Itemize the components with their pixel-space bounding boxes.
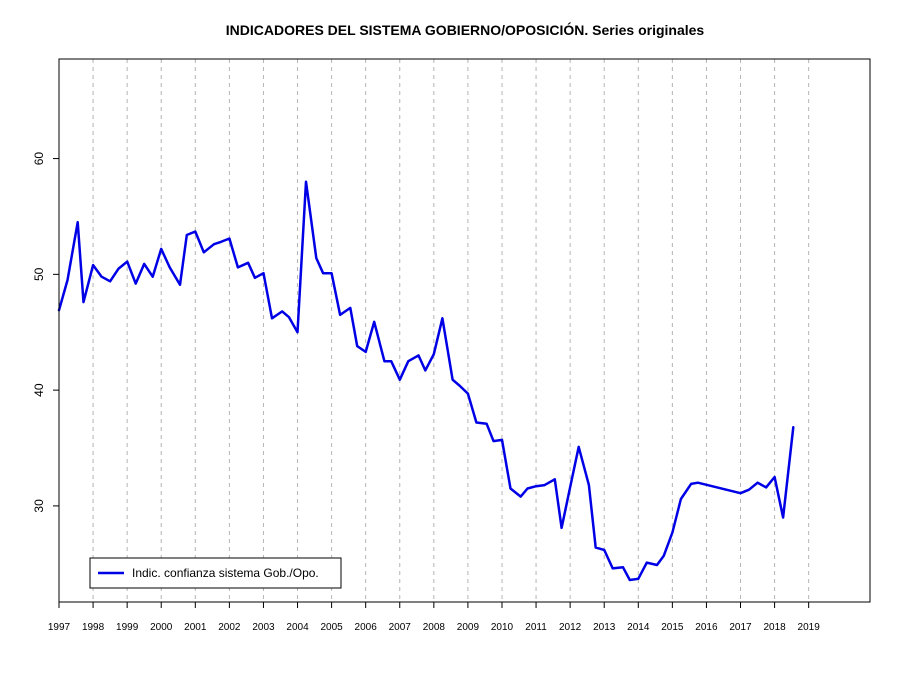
x-tick-label-2019: 2019 [798, 622, 821, 633]
x-tick-label-1998: 1998 [82, 622, 105, 633]
x-tick-label-2016: 2016 [695, 622, 718, 633]
y-tick-label-50: 50 [32, 267, 46, 281]
x-tick-label-2006: 2006 [355, 622, 378, 633]
legend-box [89, 557, 342, 589]
series-line-0 [57, 180, 795, 582]
x-tick-label-2003: 2003 [252, 622, 275, 633]
legend: Indic. confianza sistema Gob./Opo. [89, 557, 342, 589]
x-tick-label-2001: 2001 [184, 622, 207, 633]
chart-title: INDICADORES DEL SISTEMA GOBIERNO/OPOSICI… [226, 21, 705, 38]
x-tick-label-2005: 2005 [320, 622, 343, 633]
series-lines [57, 180, 795, 582]
x-tick-label-2015: 2015 [661, 622, 684, 633]
x-tick-label-2004: 2004 [286, 622, 309, 633]
x-tick-label-2017: 2017 [729, 622, 752, 633]
x-tick-label-2013: 2013 [593, 622, 616, 633]
y-axis: 30 40 50 60 [32, 152, 59, 513]
x-tick-label-2014: 2014 [627, 622, 650, 633]
plot-frame [58, 58, 871, 603]
y-tick-label-60: 60 [32, 152, 46, 166]
x-tick-label-2010: 2010 [491, 622, 514, 633]
x-tick-label-1997: 1997 [48, 622, 71, 633]
x-tick-label-2011: 2011 [525, 622, 547, 633]
x-tick-label-2007: 2007 [389, 622, 412, 633]
legend-label: Indic. confianza sistema Gob./Opo. [132, 566, 319, 580]
x-tick-label-2012: 2012 [559, 622, 582, 633]
x-tick-label-2008: 2008 [423, 622, 446, 633]
x-tick-label-1999: 1999 [116, 622, 139, 633]
x-axis: 1997 1998 1999 2000 2001 2002 2003 2004 2005 2006… [48, 602, 820, 633]
x-tick-label-2009: 2009 [457, 622, 480, 633]
y-tick-label-40: 40 [32, 383, 46, 397]
y-tick-label-30: 30 [32, 499, 46, 513]
x-tick-label-2018: 2018 [763, 622, 786, 633]
x-tick-label-2002: 2002 [218, 622, 241, 633]
x-tick-label-2000: 2000 [150, 622, 173, 633]
